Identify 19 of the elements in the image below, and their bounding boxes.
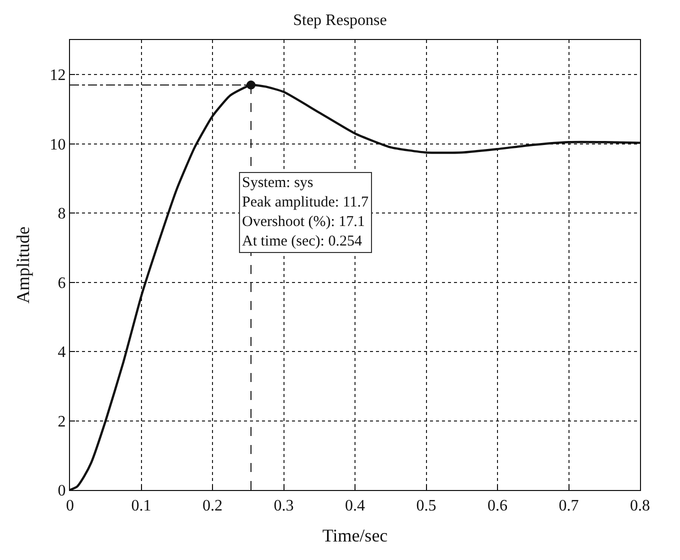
annotation: System: sys Peak amplitude: 11.7 Overshoot (%): 17.1 At time (sec): 0.254 — [242, 175, 370, 250]
y-tick-label: 12 — [50, 67, 66, 84]
x-tick-label: 0.4 — [345, 497, 365, 514]
x-tick-label: 0.5 — [416, 497, 436, 514]
y-tick-label: 4 — [58, 344, 66, 362]
x-tick-label: 0.8 — [630, 497, 650, 514]
x-tick-label: 0.1 — [131, 497, 152, 514]
y-tick-label: 8 — [58, 206, 66, 223]
chart-title: Step Response — [293, 12, 387, 30]
y-tick-label: 6 — [58, 274, 66, 292]
x-tick-label: 0.3 — [274, 497, 294, 514]
x-tick-label: 0.7 — [558, 497, 579, 514]
y-tick-label: 10 — [50, 136, 66, 154]
x-tick-label: 0.2 — [202, 497, 222, 514]
y-axis-title: Amplitude — [12, 226, 33, 304]
y-tick-label: 2 — [58, 413, 66, 430]
y-tick-label: 0 — [58, 482, 66, 500]
x-tick-label: 0.6 — [488, 497, 508, 514]
x-axis-title: Time/sec — [322, 525, 388, 546]
